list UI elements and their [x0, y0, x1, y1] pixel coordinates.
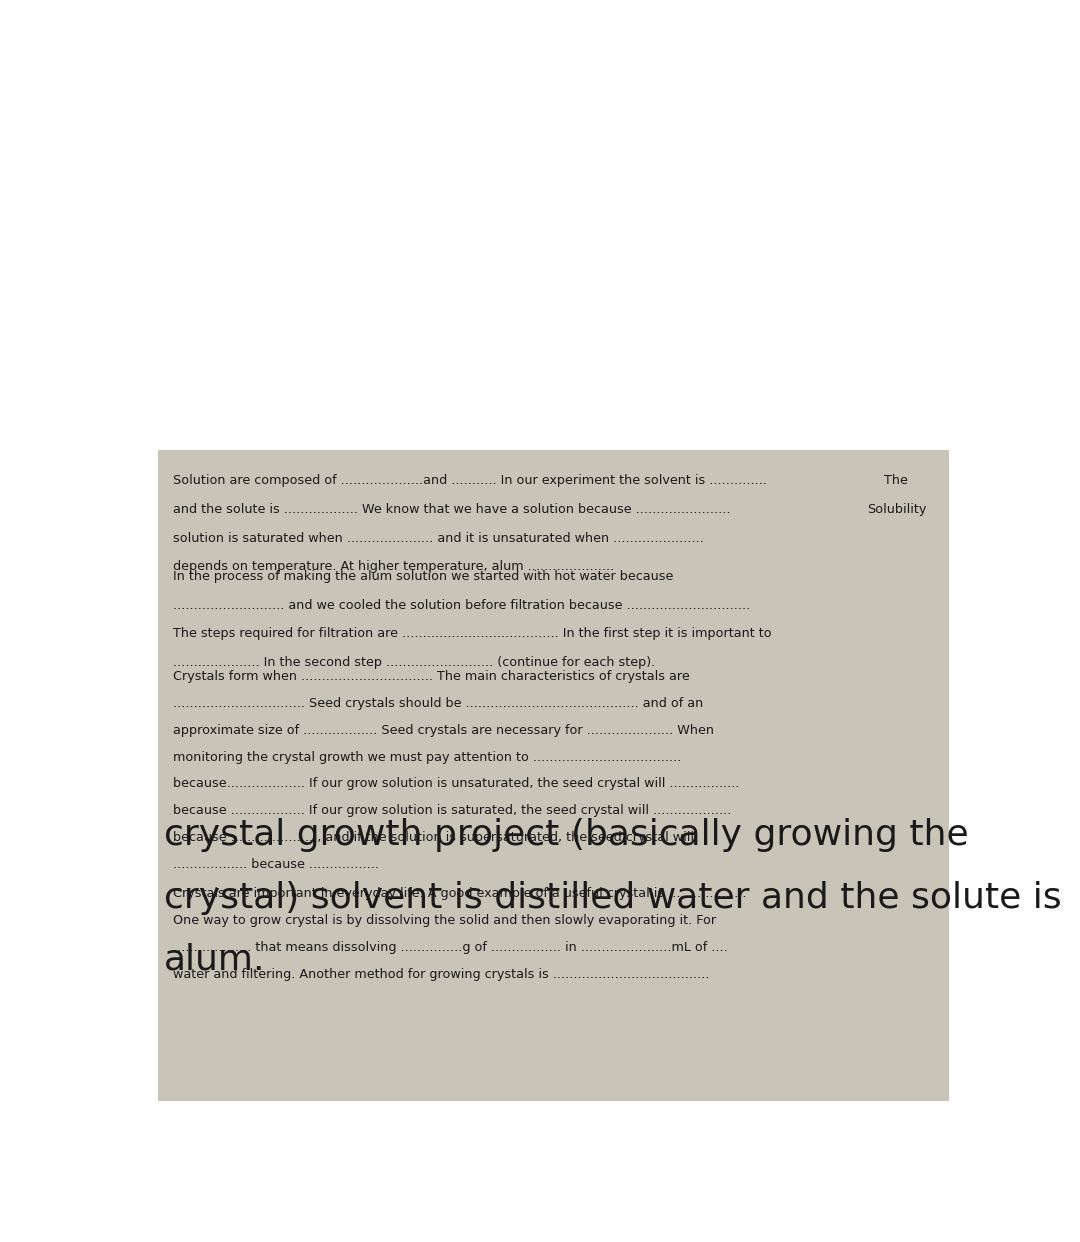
Text: Crystals form when ................................ The main characteristics of : Crystals form when .....................… — [173, 671, 689, 683]
Text: Crystals are important in everyday life. A good example of a useful crystal is .: Crystals are important in everyday life.… — [173, 887, 746, 900]
Text: In the process of making the alum solution we started with hot water because: In the process of making the alum soluti… — [173, 570, 673, 582]
Text: Solution are composed of ....................and ........... In our experiment t: Solution are composed of ...............… — [173, 474, 767, 487]
Text: crystal) solvent is distilled water and the solute is: crystal) solvent is distilled water and … — [164, 881, 1062, 914]
Text: depends on temperature. At higher temperature, alum .....................: depends on temperature. At higher temper… — [173, 560, 613, 574]
Text: ................................ Seed crystals should be .......................: ................................ Seed cr… — [173, 697, 703, 710]
Text: .................. because .................: .................. because .............… — [173, 858, 379, 871]
Text: approximate size of .................. Seed crystals are necessary for .........: approximate size of .................. S… — [173, 724, 714, 737]
Text: monitoring the crystal growth we must pay attention to .........................: monitoring the crystal growth we must pa… — [173, 750, 681, 764]
Text: crystal growth project (basically growing the: crystal growth project (basically growin… — [164, 818, 969, 852]
Text: One way to grow crystal is by dissolving the solid and then slowly evaporating i: One way to grow crystal is by dissolving… — [173, 914, 716, 927]
Text: ........................... and we cooled the solution before filtration because: ........................... and we coole… — [173, 599, 750, 611]
Text: solution is saturated when ..................... and it is unsaturated when ....: solution is saturated when .............… — [173, 532, 703, 544]
Text: water and filtering. Another method for growing crystals is ....................: water and filtering. Another method for … — [173, 968, 710, 981]
Text: and the solute is .................. We know that we have a solution because ...: and the solute is .................. We … — [173, 503, 730, 515]
Text: ..................... In the second step .......................... (continue fo: ..................... In the second step… — [173, 656, 654, 669]
Text: because................... If our grow solution is unsaturated, the seed crystal: because................... If our grow s… — [173, 777, 739, 790]
Text: The: The — [885, 474, 908, 487]
Text: The steps required for filtration are ...................................... In : The steps required for filtration are ..… — [173, 627, 771, 640]
Text: because ....................., and if the solution is supersaturated, the seed c: because ....................., and if th… — [173, 831, 693, 843]
Text: Solubility: Solubility — [867, 503, 927, 515]
Text: ................... that means dissolving ...............g of ................. : ................... that means dissolvin… — [173, 941, 728, 954]
Text: alum.: alum. — [164, 943, 266, 976]
Text: because .................. If our grow solution is saturated, the seed crystal w: because .................. If our grow s… — [173, 804, 731, 817]
FancyBboxPatch shape — [159, 451, 948, 1100]
